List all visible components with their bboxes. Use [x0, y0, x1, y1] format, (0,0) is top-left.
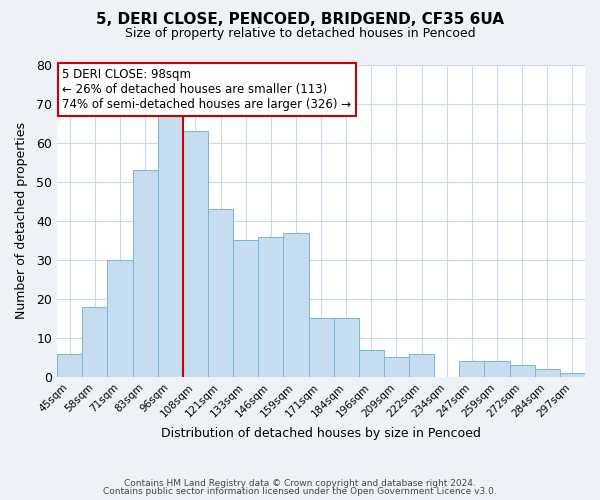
Bar — [208, 210, 233, 377]
Y-axis label: Number of detached properties: Number of detached properties — [15, 122, 28, 320]
Bar — [183, 132, 208, 377]
Bar — [133, 170, 158, 377]
Bar — [283, 232, 308, 377]
Bar — [233, 240, 258, 377]
Bar — [460, 362, 484, 377]
Bar — [509, 365, 535, 377]
Text: Size of property relative to detached houses in Pencoed: Size of property relative to detached ho… — [125, 28, 475, 40]
Bar — [484, 362, 509, 377]
Text: 5, DERI CLOSE, PENCOED, BRIDGEND, CF35 6UA: 5, DERI CLOSE, PENCOED, BRIDGEND, CF35 6… — [96, 12, 504, 28]
Bar — [535, 369, 560, 377]
Bar — [560, 373, 585, 377]
Bar — [158, 116, 183, 377]
Bar — [107, 260, 133, 377]
Bar — [308, 318, 334, 377]
Bar — [359, 350, 384, 377]
Bar — [82, 307, 107, 377]
Text: Contains public sector information licensed under the Open Government Licence v3: Contains public sector information licen… — [103, 487, 497, 496]
Text: Contains HM Land Registry data © Crown copyright and database right 2024.: Contains HM Land Registry data © Crown c… — [124, 478, 476, 488]
Bar — [57, 354, 82, 377]
Bar — [384, 358, 409, 377]
X-axis label: Distribution of detached houses by size in Pencoed: Distribution of detached houses by size … — [161, 427, 481, 440]
Bar — [258, 236, 283, 377]
Bar — [334, 318, 359, 377]
Bar — [409, 354, 434, 377]
Text: 5 DERI CLOSE: 98sqm
← 26% of detached houses are smaller (113)
74% of semi-detac: 5 DERI CLOSE: 98sqm ← 26% of detached ho… — [62, 68, 352, 111]
